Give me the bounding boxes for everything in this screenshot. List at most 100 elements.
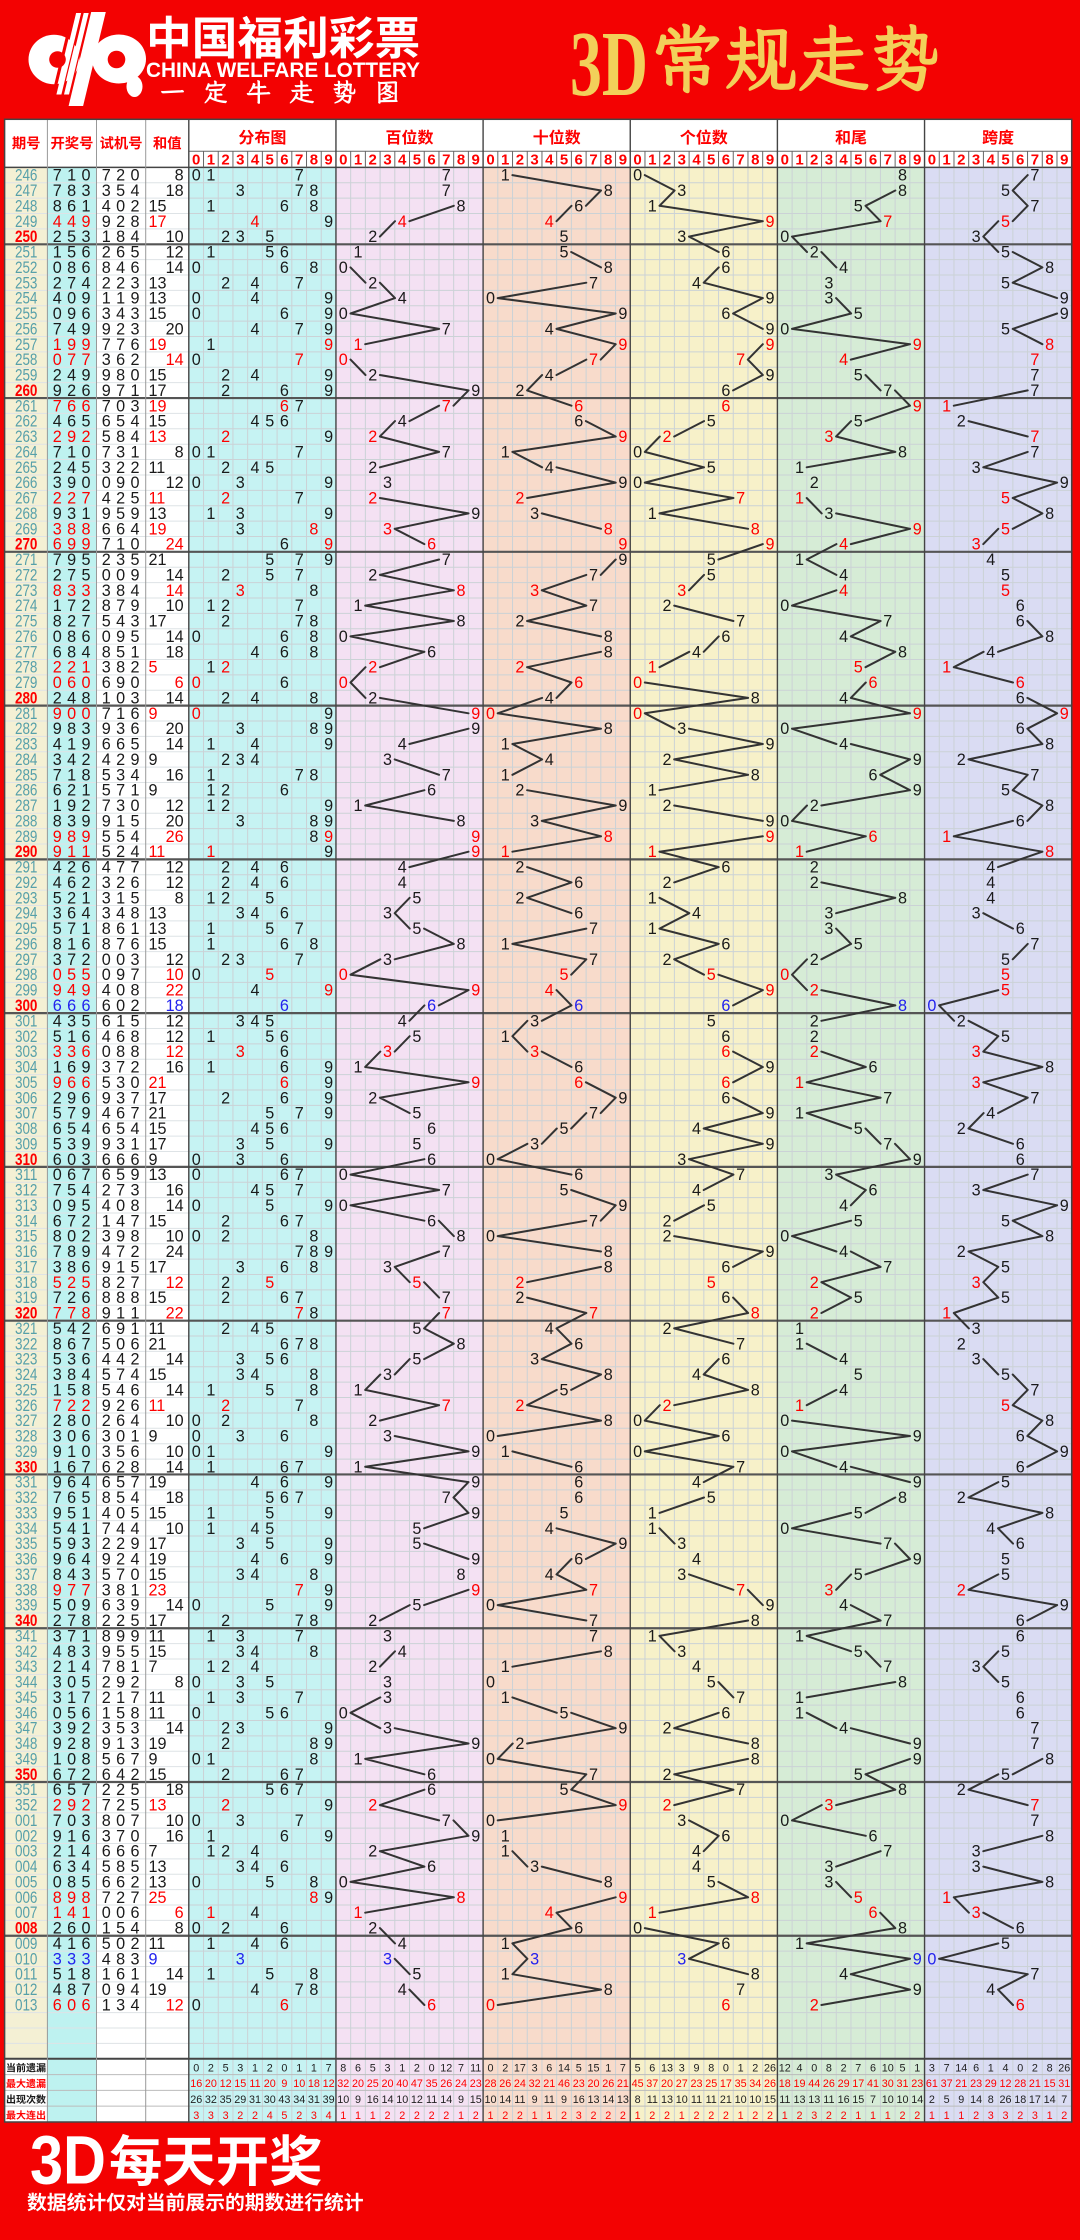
- svg-text:6: 6: [280, 874, 289, 892]
- svg-text:5: 5: [854, 305, 863, 323]
- svg-text:284: 284: [15, 751, 38, 769]
- svg-text:8: 8: [309, 1981, 318, 1999]
- svg-text:8: 8: [604, 628, 613, 646]
- svg-text:9: 9: [324, 367, 333, 385]
- svg-text:7: 7: [736, 1689, 745, 1707]
- svg-text:2: 2: [810, 1305, 819, 1323]
- svg-text:19: 19: [149, 520, 167, 538]
- svg-text:5: 5: [265, 459, 274, 477]
- svg-text:5: 5: [370, 2062, 376, 2074]
- svg-text:6: 6: [280, 1935, 289, 1953]
- svg-text:4: 4: [250, 1981, 259, 1999]
- svg-text:15: 15: [149, 1289, 167, 1307]
- svg-text:3: 3: [383, 751, 392, 769]
- svg-text:9: 9: [471, 505, 480, 523]
- svg-text:9: 9: [1060, 1597, 1069, 1615]
- svg-text:5: 5: [854, 1643, 863, 1661]
- svg-text:3: 3: [236, 228, 245, 246]
- svg-text:1: 1: [206, 936, 215, 954]
- svg-text:606: 606: [53, 1997, 91, 2015]
- svg-text:5: 5: [1001, 1258, 1010, 1276]
- svg-text:6: 6: [280, 1827, 289, 1845]
- svg-text:5: 5: [854, 367, 863, 385]
- svg-text:7: 7: [1030, 1735, 1039, 1753]
- svg-text:7: 7: [884, 152, 892, 169]
- svg-text:6: 6: [280, 259, 289, 277]
- svg-text:4: 4: [398, 152, 407, 169]
- svg-text:1: 1: [782, 2110, 788, 2122]
- svg-text:26: 26: [499, 2078, 511, 2090]
- svg-text:4: 4: [250, 1474, 259, 1492]
- svg-text:009: 009: [15, 1935, 38, 1953]
- svg-text:7: 7: [442, 1397, 451, 1415]
- svg-text:5: 5: [854, 1566, 863, 1584]
- svg-text:8: 8: [1047, 2062, 1053, 2074]
- svg-text:8: 8: [175, 1674, 184, 1692]
- svg-text:4: 4: [692, 1366, 701, 1384]
- svg-text:0: 0: [486, 1597, 495, 1615]
- svg-text:5: 5: [1001, 1643, 1010, 1661]
- svg-text:0: 0: [780, 1443, 789, 1461]
- svg-text:8: 8: [309, 1243, 318, 1261]
- svg-text:1: 1: [206, 1966, 215, 1984]
- svg-text:6: 6: [1016, 720, 1025, 738]
- svg-text:2: 2: [221, 797, 230, 815]
- svg-text:2: 2: [693, 2110, 699, 2122]
- svg-text:4: 4: [250, 1320, 259, 1338]
- svg-text:271: 271: [15, 551, 38, 569]
- svg-text:8: 8: [898, 1489, 907, 1507]
- svg-text:6: 6: [280, 859, 289, 877]
- svg-text:8: 8: [898, 167, 907, 185]
- svg-text:5: 5: [707, 566, 716, 584]
- svg-text:7: 7: [883, 1612, 892, 1630]
- svg-text:13: 13: [149, 428, 167, 446]
- svg-text:6: 6: [427, 1120, 436, 1138]
- svg-text:9: 9: [324, 982, 333, 1000]
- svg-text:3: 3: [383, 1043, 392, 1061]
- svg-text:2: 2: [368, 566, 377, 584]
- svg-text:14: 14: [602, 2094, 614, 2106]
- svg-text:3: 3: [824, 505, 833, 523]
- svg-text:15: 15: [587, 2062, 599, 2074]
- svg-text:4: 4: [692, 1858, 701, 1876]
- svg-text:2: 2: [515, 1274, 524, 1292]
- svg-text:2: 2: [810, 797, 819, 815]
- svg-text:3: 3: [208, 2110, 214, 2122]
- svg-text:3: 3: [677, 1151, 686, 1169]
- svg-text:14: 14: [166, 736, 184, 754]
- svg-text:9: 9: [913, 520, 922, 538]
- svg-text:333: 333: [15, 1504, 38, 1522]
- svg-text:2: 2: [221, 1612, 230, 1630]
- svg-text:5: 5: [560, 152, 568, 169]
- svg-text:7: 7: [295, 1812, 304, 1830]
- svg-text:19: 19: [149, 1474, 167, 1492]
- svg-text:8: 8: [456, 936, 465, 954]
- svg-text:15: 15: [149, 197, 167, 215]
- svg-text:8: 8: [309, 720, 318, 738]
- svg-text:19: 19: [149, 397, 167, 415]
- svg-text:7: 7: [1030, 1089, 1039, 1107]
- svg-text:24: 24: [166, 536, 184, 554]
- svg-text:5: 5: [854, 1120, 863, 1138]
- svg-text:324: 324: [15, 1366, 38, 1384]
- svg-text:7: 7: [1031, 152, 1039, 169]
- svg-text:9: 9: [561, 2094, 567, 2106]
- svg-text:2: 2: [515, 859, 524, 877]
- svg-text:3: 3: [972, 228, 981, 246]
- svg-text:335: 335: [15, 1535, 38, 1553]
- svg-text:1: 1: [206, 1059, 215, 1077]
- svg-text:3: 3: [530, 582, 539, 600]
- svg-text:2: 2: [515, 1735, 524, 1753]
- svg-text:1: 1: [648, 505, 657, 523]
- svg-text:9: 9: [324, 474, 333, 492]
- svg-text:0: 0: [339, 1197, 348, 1215]
- svg-text:1: 1: [532, 2110, 538, 2122]
- svg-text:5: 5: [265, 1504, 274, 1522]
- svg-text:6: 6: [280, 905, 289, 923]
- svg-text:9: 9: [693, 2062, 699, 2074]
- svg-text:9: 9: [765, 536, 774, 554]
- svg-text:5: 5: [265, 1597, 274, 1615]
- svg-text:21: 21: [720, 2094, 732, 2106]
- svg-text:9: 9: [1060, 290, 1069, 308]
- svg-text:5: 5: [1001, 490, 1010, 508]
